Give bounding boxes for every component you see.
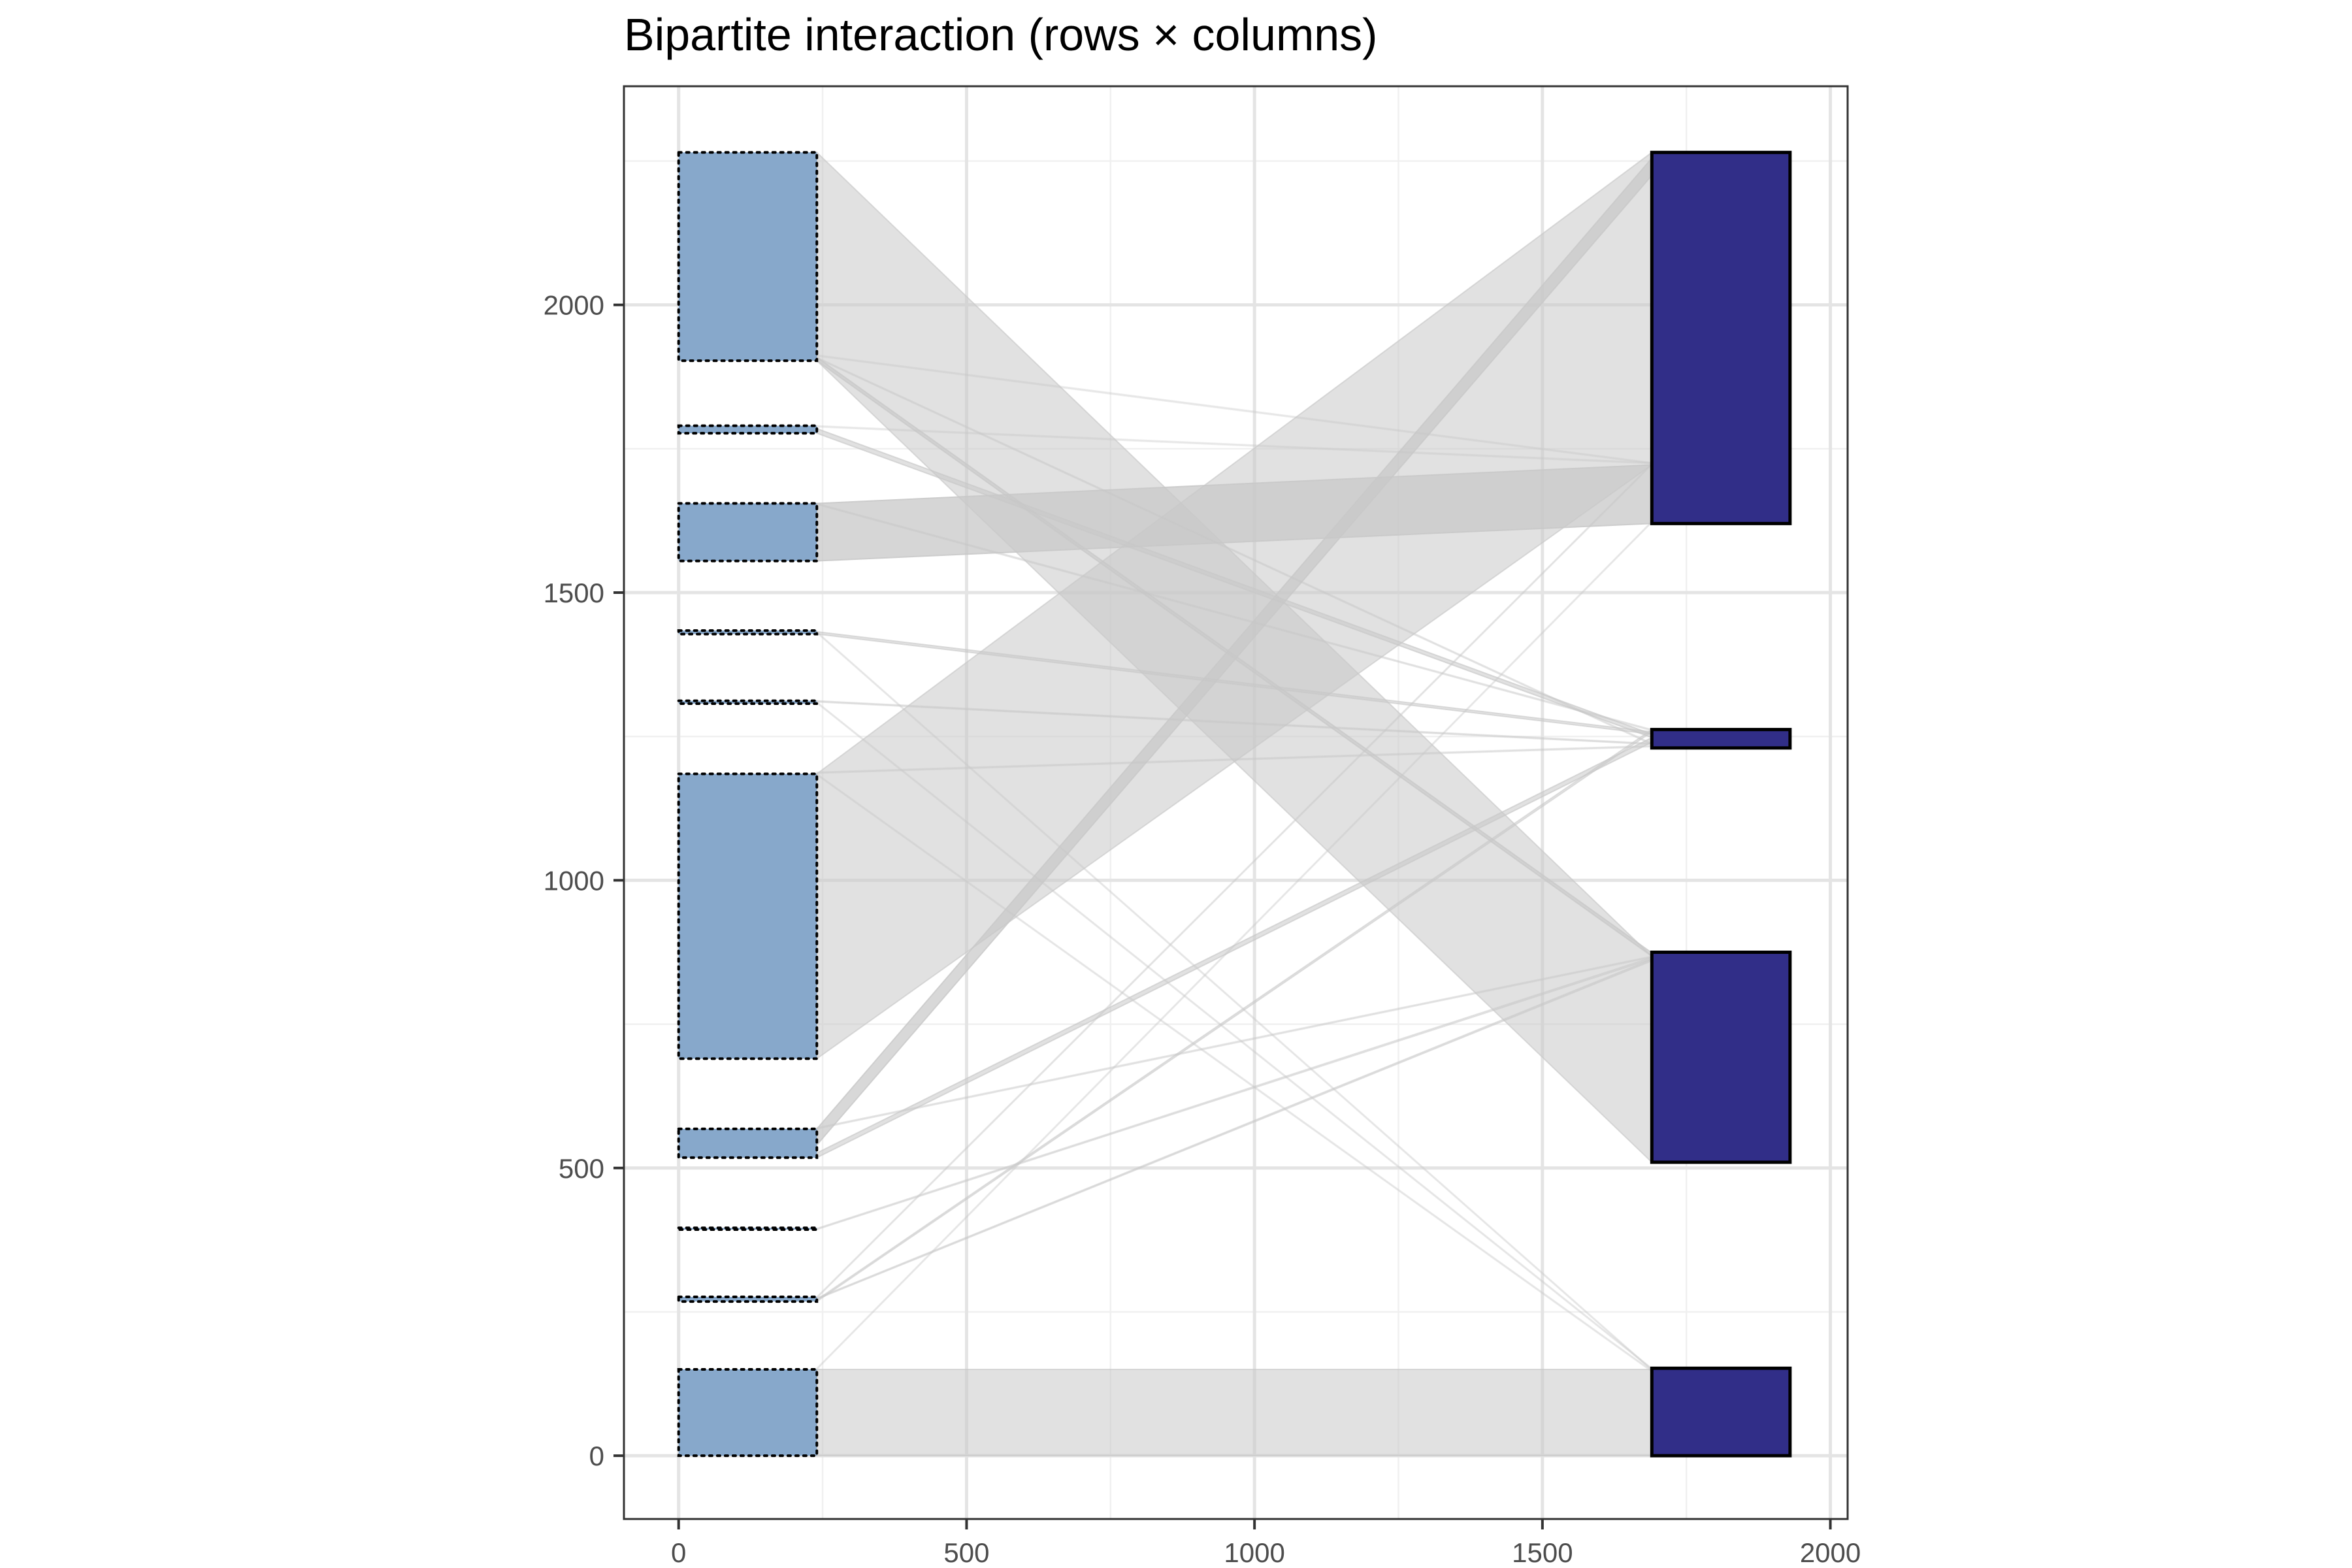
link-ribbon (816, 1369, 1653, 1457)
row-block (677, 1226, 819, 1231)
row-block (677, 772, 819, 1060)
row-block (677, 1368, 819, 1458)
x-tick-label: 2000 (1800, 1537, 1861, 1568)
row-block (677, 424, 819, 435)
panel-border (623, 85, 1849, 1520)
x-tick-label: 0 (671, 1537, 686, 1568)
x-tick-label: 1500 (1512, 1537, 1573, 1568)
y-tick-label: 500 (559, 1153, 604, 1184)
x-tick-label: 500 (943, 1537, 989, 1568)
row-block (677, 151, 819, 363)
y-tick-label: 1000 (544, 865, 604, 896)
y-tick-label: 2000 (544, 290, 604, 321)
row-block (677, 699, 819, 706)
y-tick-label: 1500 (544, 578, 604, 608)
row-block (677, 629, 819, 636)
column-block (1650, 1366, 1792, 1458)
column-block (1650, 728, 1792, 750)
column-block (1650, 950, 1792, 1164)
x-tick-label: 1000 (1224, 1537, 1284, 1568)
y-tick-label: 0 (589, 1441, 604, 1471)
panel-content (624, 86, 1848, 1519)
row-block (677, 1127, 819, 1159)
plot-area: 0 500 1000 1500 2000 0 500 1000 1500 2000 (544, 85, 1861, 1568)
column-block (1650, 150, 1792, 525)
row-block (677, 502, 819, 563)
row-block (677, 1296, 819, 1303)
chart-title: Bipartite interaction (rows × columns) (624, 9, 1378, 60)
